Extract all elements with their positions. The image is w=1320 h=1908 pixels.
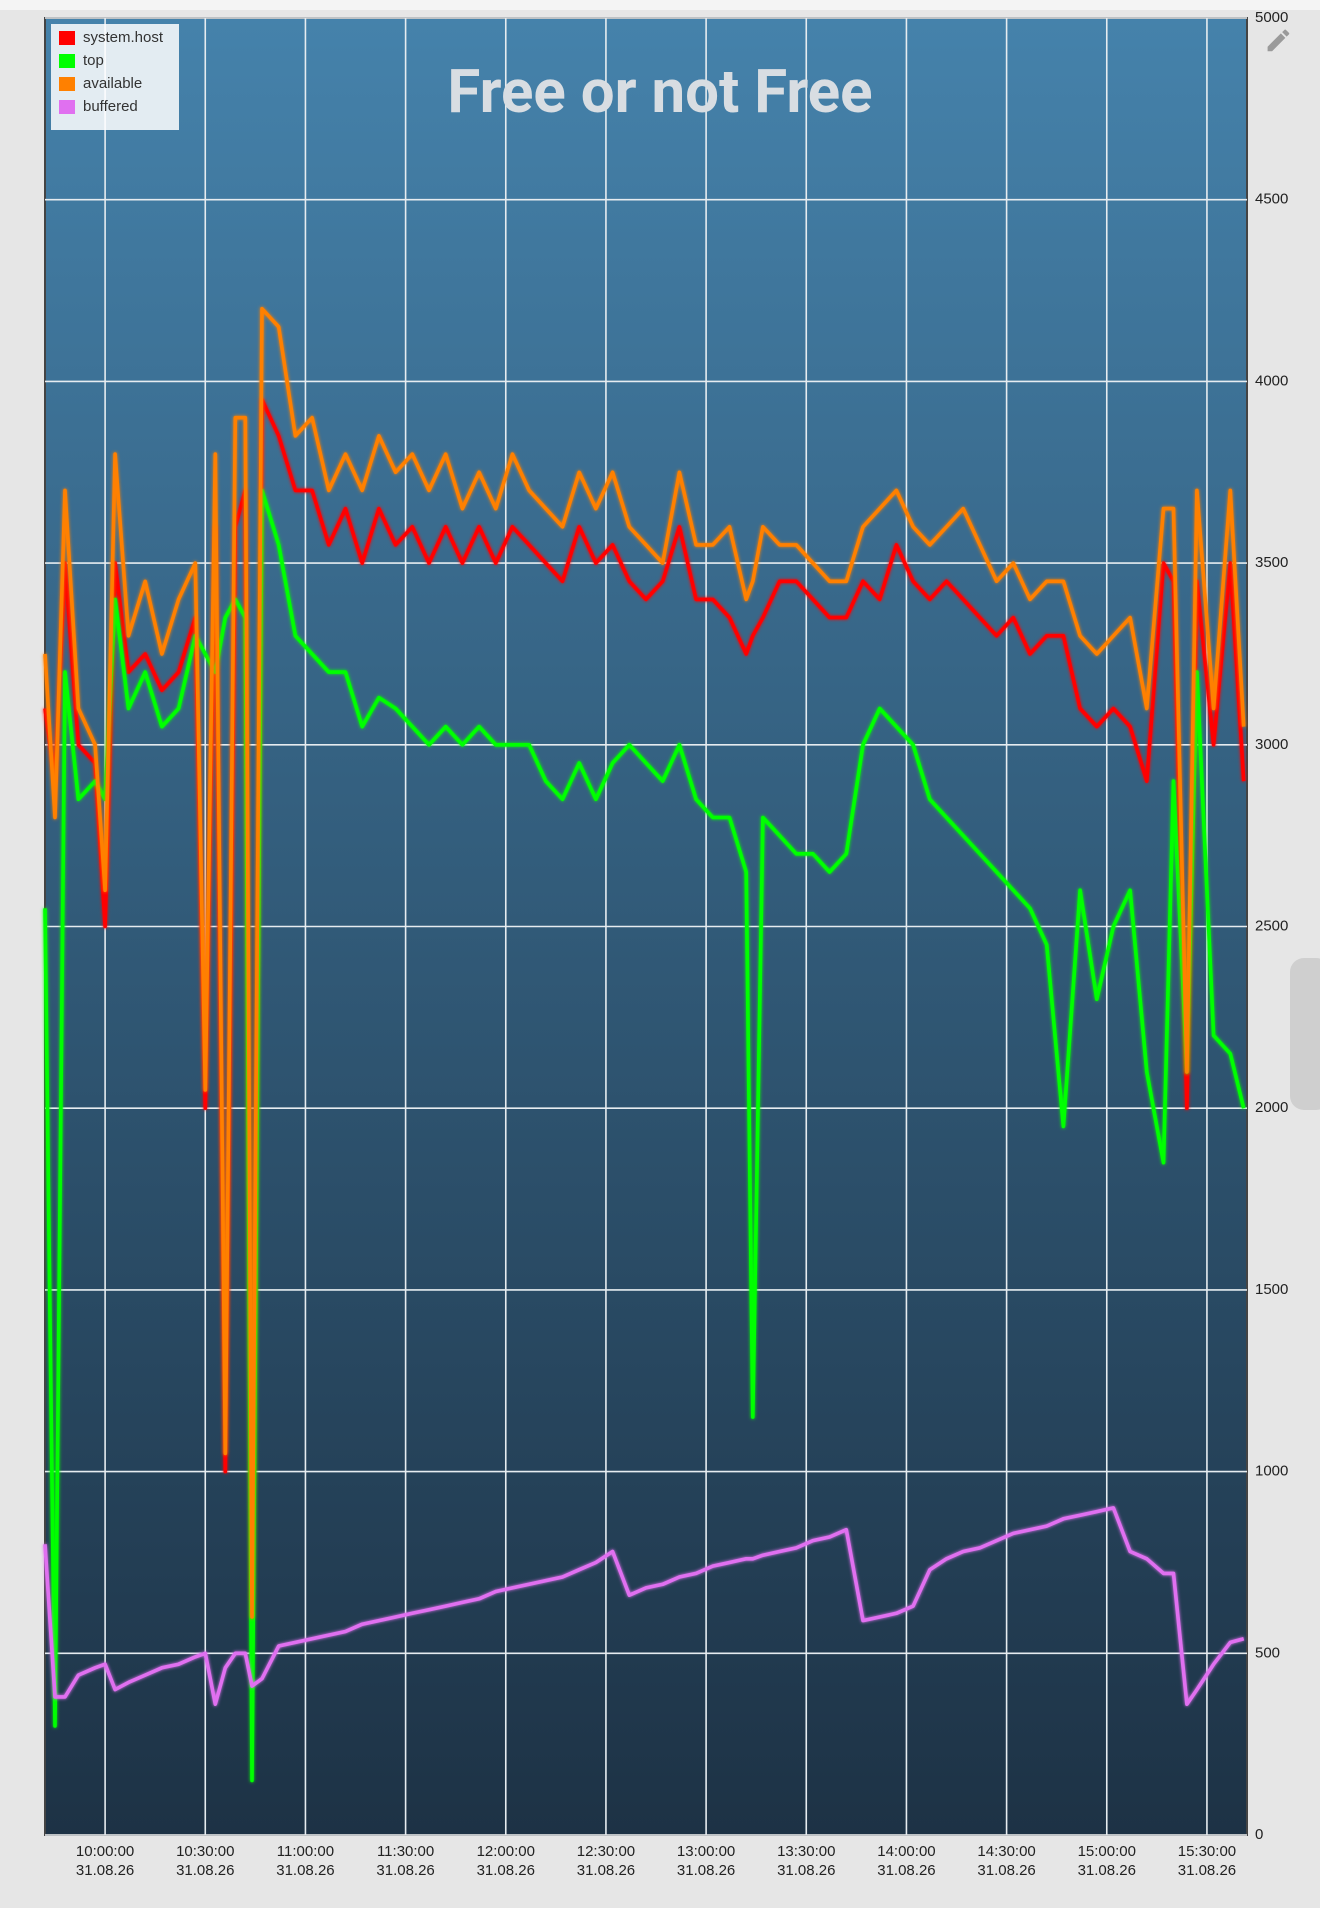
x-tick-date: 31.08.26 <box>276 1862 334 1879</box>
edit-icon[interactable] <box>1267 29 1290 52</box>
x-tick-date: 31.08.26 <box>877 1862 935 1879</box>
legend-label: buffered <box>83 98 138 115</box>
x-tick-label: 13:00:00 <box>677 1843 735 1860</box>
x-tick-label: 11:30:00 <box>377 1843 434 1860</box>
x-tick-label: 12:00:00 <box>477 1843 535 1860</box>
y-tick-label: 500 <box>1255 1644 1280 1661</box>
y-tick-label: 5000 <box>1255 9 1288 26</box>
x-tick-label: 10:00:00 <box>76 1843 134 1860</box>
x-tick-label: 13:30:00 <box>777 1843 835 1860</box>
legend-label: available <box>83 75 142 92</box>
top-bar <box>0 0 1320 10</box>
chart-title: Free or not Free <box>447 56 872 127</box>
x-tick-date: 31.08.26 <box>76 1862 134 1879</box>
x-tick-label: 11:00:00 <box>277 1843 334 1860</box>
x-tick-date: 31.08.26 <box>176 1862 234 1879</box>
legend-swatch <box>59 77 75 91</box>
legend-swatch <box>59 54 75 68</box>
y-tick-label: 2000 <box>1255 1099 1288 1116</box>
series-line <box>43 306 1246 1619</box>
y-tick-label: 3500 <box>1255 554 1288 571</box>
y-tick-label: 4500 <box>1255 191 1288 208</box>
y-tick-label: 4000 <box>1255 372 1288 389</box>
legend-swatch <box>59 31 75 45</box>
x-tick-date: 31.08.26 <box>577 1862 635 1879</box>
x-tick-date: 31.08.26 <box>977 1862 1035 1879</box>
x-tick-label: 15:00:00 <box>1078 1843 1136 1860</box>
y-tick-label: 3000 <box>1255 736 1288 753</box>
scroll-handle[interactable] <box>1290 958 1320 1110</box>
x-tick-date: 31.08.26 <box>477 1862 535 1879</box>
series-line <box>43 1506 1245 1706</box>
x-tick-date: 31.08.26 <box>777 1862 835 1879</box>
legend-swatch <box>59 100 75 114</box>
x-tick-label: 12:30:00 <box>577 1843 635 1860</box>
y-tick-label: 0 <box>1255 1826 1263 1843</box>
legend-label: system.host <box>83 29 164 46</box>
x-tick-date: 31.08.26 <box>1178 1862 1236 1879</box>
x-tick-date: 31.08.26 <box>677 1862 735 1879</box>
y-tick-label: 1000 <box>1255 1463 1288 1480</box>
x-tick-label: 10:30:00 <box>176 1843 234 1860</box>
y-tick-label: 1500 <box>1255 1281 1288 1298</box>
y-tick-label: 2500 <box>1255 917 1288 934</box>
legend-label: top <box>83 52 104 69</box>
x-tick-label: 14:30:00 <box>977 1843 1035 1860</box>
x-tick-label: 14:00:00 <box>877 1843 935 1860</box>
x-tick-label: 15:30:00 <box>1178 1843 1236 1860</box>
x-tick-date: 31.08.26 <box>1078 1862 1136 1879</box>
x-tick-date: 31.08.26 <box>376 1862 434 1879</box>
